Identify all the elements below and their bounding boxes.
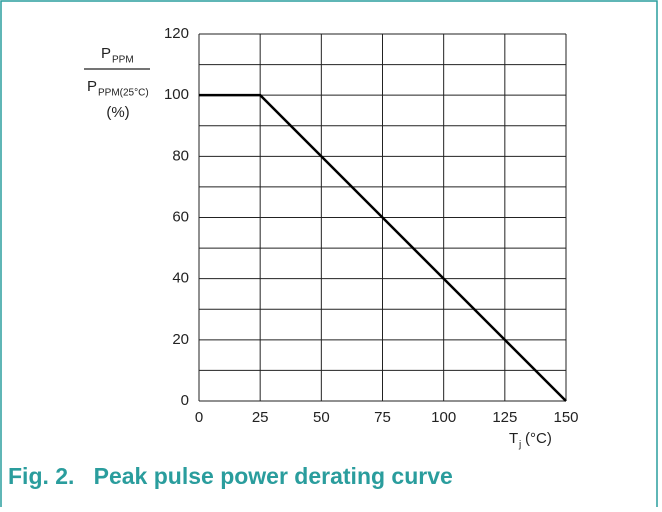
y-tick-label: 40 xyxy=(172,270,189,287)
x-tick-label: 125 xyxy=(492,409,517,426)
x-tick-label: 100 xyxy=(431,409,456,426)
y-label-denominator-sub: PPM(25°C) xyxy=(98,88,149,99)
y-label-numerator: P xyxy=(101,45,111,62)
y-tick-label: 0 xyxy=(181,392,189,409)
x-tick-label: 75 xyxy=(374,409,391,426)
x-tick-label: 150 xyxy=(553,409,578,426)
x-label-symbol: T xyxy=(509,430,518,447)
y-tick-label: 80 xyxy=(172,147,189,164)
y-tick-label: 100 xyxy=(164,86,189,103)
y-label-denominator: P xyxy=(87,78,97,95)
chart-title: Fig. 2. Peak pulse power derating curve xyxy=(8,463,453,489)
y-label-unit: (%) xyxy=(106,104,129,121)
x-tick-label: 25 xyxy=(252,409,269,426)
data-line xyxy=(199,93,567,402)
x-label-unit: (°C) xyxy=(525,430,552,447)
x-tick-label: 50 xyxy=(313,409,330,426)
y-tick-label: 60 xyxy=(172,208,189,225)
x-label-sub: j xyxy=(518,440,521,451)
y-tick-label: 120 xyxy=(164,25,189,42)
y-tick-label: 20 xyxy=(172,331,189,348)
y-label-numerator-sub: PPM xyxy=(112,55,134,66)
x-tick-label: 0 xyxy=(195,409,203,426)
